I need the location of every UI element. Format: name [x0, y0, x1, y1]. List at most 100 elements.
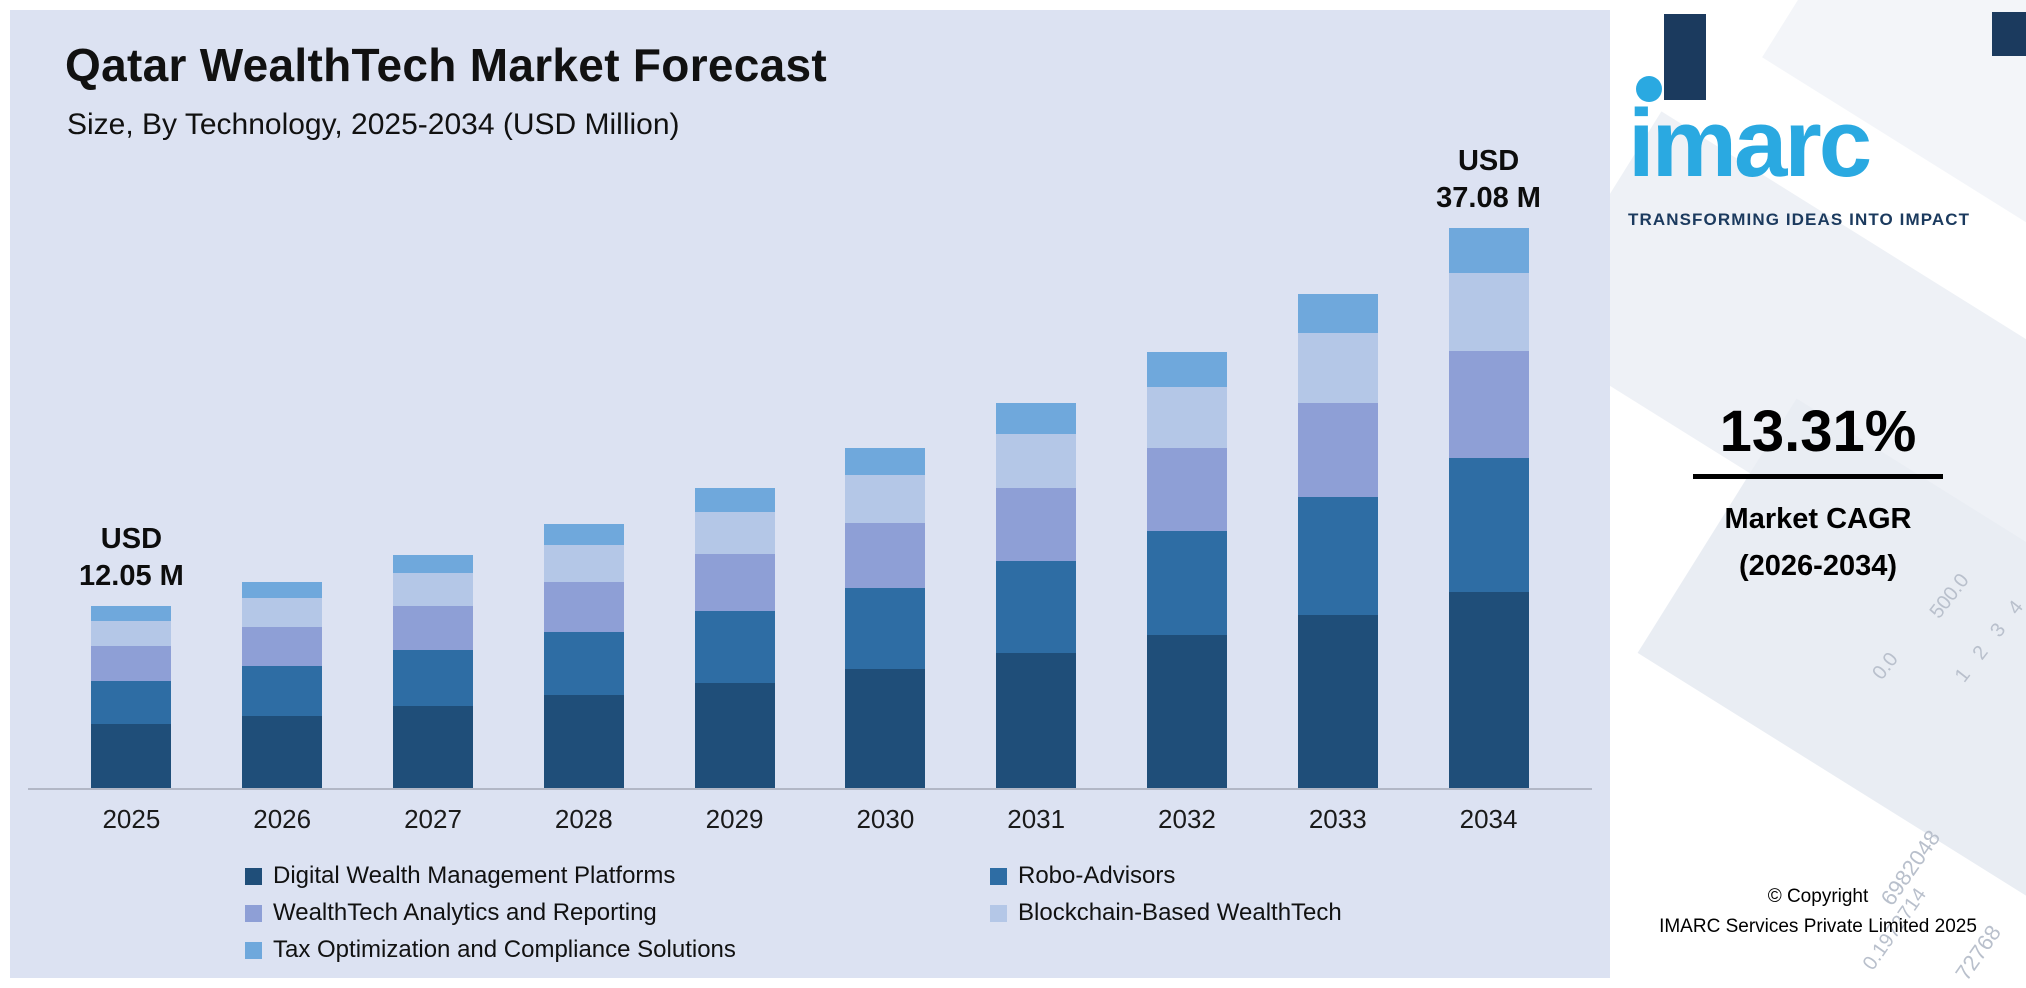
- bar-segment-tax-optimization-and-compliance-solutions: [1448, 228, 1529, 273]
- copyright: © Copyright IMARC Services Private Limit…: [1610, 882, 2026, 943]
- stacked-bar-2030: [845, 448, 926, 788]
- bars-area: USD 12.05 M USD 37.08 M: [28, 130, 1592, 790]
- bar-column-2030: [810, 448, 961, 788]
- stacked-bar-2031: [996, 403, 1077, 788]
- stacked-bar-2033: [1297, 293, 1378, 788]
- bar-segment-digital-wealth-management-platforms: [91, 724, 172, 788]
- bar-segment-digital-wealth-management-platforms: [694, 683, 775, 788]
- bar-segment-tax-optimization-and-compliance-solutions: [1297, 293, 1378, 334]
- bar-segment-robo-advisors: [91, 680, 172, 725]
- bar-column-2031: [961, 403, 1112, 788]
- chart-subtitle: Size, By Technology, 2025-2034 (USD Mill…: [67, 108, 680, 141]
- legend-item-blockchain-based-wealthtech: Blockchain-Based WealthTech: [990, 899, 1342, 927]
- stacked-bar-2027: [392, 554, 473, 788]
- plot-area: USD 12.05 M USD 37.08 M 2025 2026 2027 2028 202…: [28, 130, 1592, 835]
- bar-segment-blockchain-based-wealthtech: [1297, 333, 1378, 403]
- legend-label: WealthTech Analytics and Reporting: [273, 899, 657, 926]
- bar-column-2034: USD 37.08 M: [1413, 143, 1564, 788]
- legend-item-tax-optimization-and-compliance-solutions: Tax Optimization and Compliance Solution…: [245, 936, 990, 964]
- cagr-period: (2026-2034): [1739, 550, 1897, 582]
- bar-segment-wealthtech-analytics-and-reporting: [1146, 447, 1227, 531]
- bar-segment-wealthtech-analytics-and-reporting: [392, 605, 473, 651]
- bar-segment-tax-optimization-and-compliance-solutions: [543, 523, 624, 545]
- bar-segment-tax-optimization-and-compliance-solutions: [392, 554, 473, 574]
- bar-segment-robo-advisors: [392, 650, 473, 707]
- legend-label: Digital Wealth Management Platforms: [273, 862, 676, 889]
- legend-swatch: [245, 867, 262, 885]
- bar-segment-blockchain-based-wealthtech: [392, 573, 473, 606]
- bar-column-2028: [508, 523, 659, 788]
- x-axis-label-2025: 2025: [102, 804, 161, 834]
- chart-title: Qatar WealthTech Market Forecast: [65, 39, 828, 91]
- legend-label: Blockchain-Based WealthTech: [1018, 899, 1342, 926]
- x-axis-label-2031: 2031: [1007, 804, 1066, 834]
- bar-segment-digital-wealth-management-platforms: [392, 706, 473, 788]
- bar-segment-blockchain-based-wealthtech: [694, 512, 775, 555]
- bar-segment-tax-optimization-and-compliance-solutions: [996, 403, 1077, 434]
- x-axis-label-2033: 2033: [1308, 804, 1367, 834]
- bar-column-2025: USD 12.05 M: [56, 521, 207, 788]
- bar-segment-digital-wealth-management-platforms: [242, 715, 323, 788]
- logo-building-icon: [1664, 14, 1706, 100]
- cagr-label: Market CAGR: [1724, 503, 1912, 535]
- bar-segment-wealthtech-analytics-and-reporting: [845, 523, 926, 588]
- bar-segment-robo-advisors: [694, 611, 775, 683]
- legend-item-wealthtech-analytics-and-reporting: WealthTech Analytics and Reporting: [245, 899, 990, 927]
- bar-segment-robo-advisors: [1297, 496, 1378, 616]
- stacked-bar-2029: [694, 488, 775, 788]
- copyright-line1: © Copyright: [1767, 886, 1869, 907]
- bar-segment-robo-advisors: [543, 631, 624, 696]
- legend-swatch: [245, 941, 262, 959]
- legend-swatch: [245, 904, 262, 922]
- bar-segment-digital-wealth-management-platforms: [1146, 635, 1227, 788]
- bar-segment-blockchain-based-wealthtech: [996, 433, 1077, 488]
- bar-segment-wealthtech-analytics-and-reporting: [1297, 402, 1378, 497]
- bar-segment-wealthtech-analytics-and-reporting: [543, 581, 624, 632]
- bar-column-2029: [659, 488, 810, 788]
- bar-segment-digital-wealth-management-platforms: [996, 653, 1077, 788]
- x-axis-label-2026: 2026: [253, 804, 312, 834]
- bar-segment-blockchain-based-wealthtech: [242, 598, 323, 628]
- legend-item-robo-advisors: Robo-Advisors: [990, 862, 1342, 890]
- bar-column-2033: [1262, 293, 1413, 788]
- bar-segment-blockchain-based-wealthtech: [1448, 272, 1529, 352]
- bar-segment-digital-wealth-management-platforms: [1297, 615, 1378, 788]
- bar-segment-blockchain-based-wealthtech: [543, 544, 624, 582]
- x-axis-labels: 2025 2026 2027 2028 2029 2030 2031 2032 2033 2034: [28, 790, 1592, 835]
- chart-panel: Qatar WealthTech Market Forecast Size, B…: [10, 10, 1610, 978]
- legend: Digital Wealth Management Platforms Robo-…: [245, 862, 1342, 964]
- bar-column-2026: [207, 581, 358, 788]
- bar-column-2027: [358, 554, 509, 788]
- bar-segment-robo-advisors: [242, 666, 323, 716]
- x-axis-label-2027: 2027: [404, 804, 462, 834]
- stacked-bar-2026: [242, 581, 323, 788]
- bar-segment-robo-advisors: [845, 587, 926, 670]
- stacked-bar-2034: [1448, 228, 1529, 788]
- sidebar: 500.0 0.0 1 2 3 4 6982048 0.1972714 72768 ima…: [1610, 0, 2026, 988]
- legend-item-digital-wealth-management-platforms: Digital Wealth Management Platforms: [245, 862, 990, 890]
- x-axis-label-2029: 2029: [705, 804, 764, 834]
- bar-value-annotation-2025: USD 12.05 M: [79, 522, 184, 593]
- logo-wordmark: imarc: [1628, 90, 1872, 197]
- bar-segment-blockchain-based-wealthtech: [1146, 386, 1227, 448]
- bar-segment-wealthtech-analytics-and-reporting: [91, 646, 172, 681]
- legend-swatch: [990, 904, 1007, 922]
- stacked-bar-2032: [1146, 351, 1227, 788]
- bar-segment-robo-advisors: [1448, 457, 1529, 592]
- bar-segment-robo-advisors: [996, 560, 1077, 654]
- bar-segment-digital-wealth-management-platforms: [543, 695, 624, 788]
- stacked-bar-2025: [91, 606, 172, 788]
- cagr-value: 13.31%: [1719, 399, 1917, 464]
- imarc-logo: imarc TRANSFORMING IDEAS INTO IMPACT: [1628, 14, 2008, 234]
- logo-dot-icon: [1636, 76, 1662, 102]
- legend-label: Robo-Advisors: [1018, 862, 1176, 889]
- bar-segment-blockchain-based-wealthtech: [845, 475, 926, 524]
- x-axis-label-2034: 2034: [1459, 804, 1518, 834]
- bar-segment-tax-optimization-and-compliance-solutions: [694, 488, 775, 513]
- bar-segment-digital-wealth-management-platforms: [1448, 592, 1529, 788]
- stacked-bar-2028: [543, 523, 624, 788]
- bar-value-annotation-2034: USD 37.08 M: [1436, 144, 1541, 215]
- stat-divider: [1693, 474, 1943, 479]
- legend-swatch: [990, 867, 1007, 885]
